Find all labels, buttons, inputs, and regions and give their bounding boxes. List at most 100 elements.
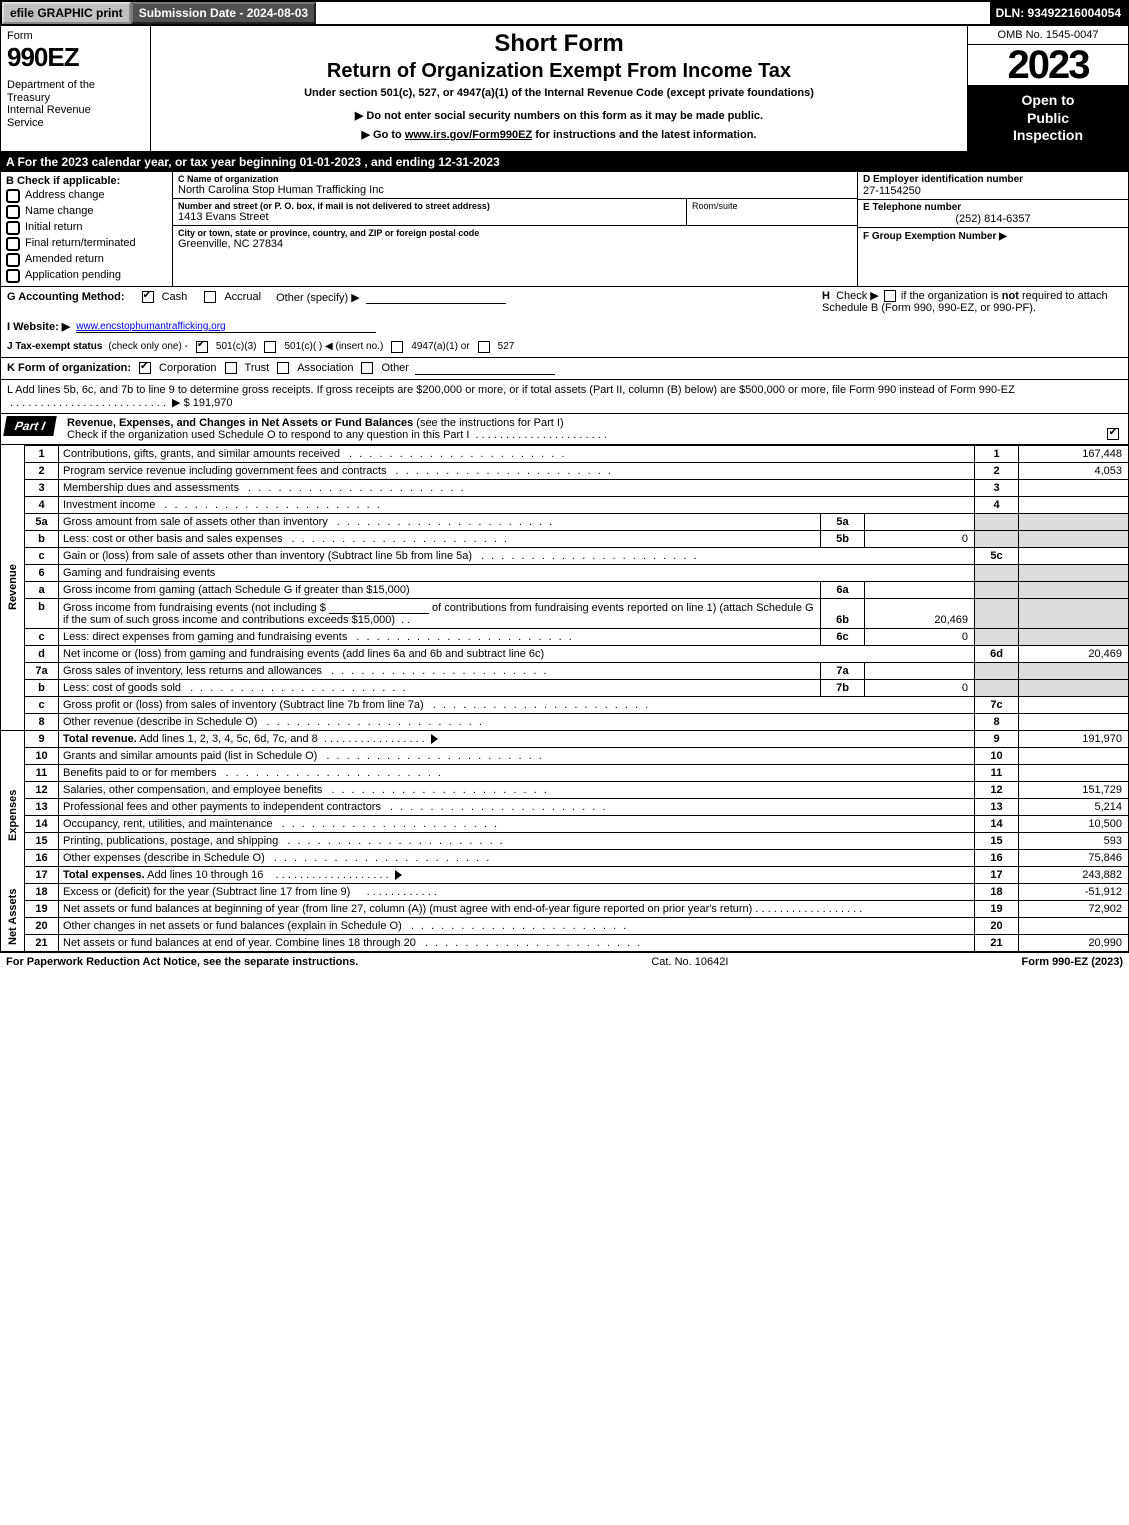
other-org-field[interactable] — [415, 362, 555, 375]
phone-label: E Telephone number — [863, 202, 1123, 213]
irs-instructions-link[interactable]: www.irs.gov/Form990EZ — [405, 129, 532, 141]
line-5a-desc: Gross amount from sale of assets other t… — [63, 516, 332, 528]
line-13-ref: 13 — [975, 798, 1019, 815]
line-6a-num: a — [25, 581, 59, 598]
line-7c-row: c Gross profit or (loss) from sales of i… — [1, 696, 1129, 713]
line-5b-midnum: 5b — [821, 530, 865, 547]
checkbox-cash[interactable] — [142, 291, 154, 303]
checkbox-final-return[interactable] — [6, 237, 20, 251]
line-8-num: 8 — [25, 713, 59, 730]
other-specify-field[interactable] — [366, 291, 506, 304]
section-l: L Add lines 5b, 6c, and 7b to line 9 to … — [1, 379, 1128, 413]
group-exemption-cell: F Group Exemption Number ▶ — [858, 228, 1128, 244]
line-5c-value — [1019, 547, 1129, 564]
line-14-desc: Occupancy, rent, utilities, and maintena… — [63, 818, 277, 830]
checkbox-h-not-required[interactable] — [884, 290, 896, 302]
checkbox-4947[interactable] — [391, 341, 403, 353]
efile-print-button[interactable]: efile GRAPHIC print — [2, 2, 131, 24]
line-11-desc: Benefits paid to or for members — [63, 767, 220, 779]
checkbox-501c[interactable] — [264, 341, 276, 353]
line-15-ref: 15 — [975, 832, 1019, 849]
line-19-ref: 19 — [975, 900, 1019, 917]
topbar-spacer — [316, 2, 989, 24]
checkbox-initial-return[interactable] — [6, 221, 20, 235]
form-number: 990EZ — [7, 42, 144, 73]
line-18-num: 18 — [25, 883, 59, 900]
website-link[interactable]: www.encstophumantrafficking.org — [76, 321, 225, 332]
line-8-ref: 8 — [975, 713, 1019, 730]
checkbox-application-pending[interactable] — [6, 269, 20, 283]
line-18-row: Net Assets 18 Excess or (deficit) for th… — [1, 883, 1129, 900]
checkbox-accrual[interactable] — [204, 291, 216, 303]
line-7b-row: b Less: cost of goods sold 7b 0 — [1, 679, 1129, 696]
line-5c-desc: Gain or (loss) from sale of assets other… — [63, 550, 476, 562]
phone-cell: E Telephone number (252) 814-6357 — [858, 200, 1128, 228]
line-5a-midval — [865, 513, 975, 530]
line-5a-row: 5a Gross amount from sale of assets othe… — [1, 513, 1129, 530]
checkbox-other-org[interactable] — [361, 362, 373, 374]
line-5a-ref-shade — [975, 513, 1019, 530]
line-7b-num: b — [25, 679, 59, 696]
page-footer: For Paperwork Reduction Act Notice, see … — [0, 952, 1129, 971]
line-5c-ref: 5c — [975, 547, 1019, 564]
line-9-ref: 9 — [975, 730, 1019, 747]
line-2-num: 2 — [25, 462, 59, 479]
line-6b-midnum: 6b — [821, 598, 865, 628]
checkbox-501c3[interactable] — [196, 341, 208, 353]
line-6b-midval: 20,469 — [865, 598, 975, 628]
section-a-bar: A For the 2023 calendar year, or tax yea… — [0, 152, 1129, 172]
line-7c-desc: Gross profit or (loss) from sales of inv… — [63, 699, 428, 711]
section-i: I Website: ▶ www.encstophumantrafficking… — [1, 316, 1128, 337]
line-6c-row: c Less: direct expenses from gaming and … — [1, 628, 1129, 645]
opt-501c3: 501(c)(3) — [216, 341, 257, 352]
footer-cat-no: Cat. No. 10642I — [358, 956, 1021, 968]
revenue-side-tab: Revenue — [1, 445, 25, 730]
line-5a-val-shade — [1019, 513, 1129, 530]
line-17-ref: 17 — [975, 866, 1019, 883]
part-1-tab: Part I — [3, 416, 57, 436]
section-j: J Tax-exempt status (check only one) - 5… — [1, 337, 1128, 357]
checkbox-name-change[interactable] — [6, 205, 20, 219]
line-21-value: 20,990 — [1019, 934, 1129, 951]
top-bar: efile GRAPHIC print Submission Date - 20… — [0, 0, 1129, 26]
footer-right: Form 990-EZ (2023) — [1022, 956, 1124, 968]
l-text: L Add lines 5b, 6c, and 7b to line 9 to … — [7, 384, 1015, 396]
line-14-row: 14 Occupancy, rent, utilities, and maint… — [1, 815, 1129, 832]
checkbox-corporation[interactable] — [139, 362, 151, 374]
line-12-ref: 12 — [975, 781, 1019, 798]
checkbox-trust[interactable] — [225, 362, 237, 374]
line-5a-midnum: 5a — [821, 513, 865, 530]
line-7b-midnum: 7b — [821, 679, 865, 696]
line-2-ref: 2 — [975, 462, 1019, 479]
g-label: G Accounting Method: — [7, 291, 125, 303]
submission-date-button[interactable]: Submission Date - 2024-08-03 — [131, 2, 316, 24]
checkbox-address-change[interactable] — [6, 189, 20, 203]
line-6a-midnum: 6a — [821, 581, 865, 598]
line-6b-num: b — [25, 598, 59, 628]
line-20-value — [1019, 917, 1129, 934]
checkbox-amended-return[interactable] — [6, 253, 20, 267]
line-16-desc: Other expenses (describe in Schedule O) — [63, 852, 269, 864]
street-value: 1413 Evans Street — [178, 211, 681, 223]
line-6b-blank[interactable] — [329, 601, 429, 614]
line-14-value: 10,500 — [1019, 815, 1129, 832]
line-18-value: -51,912 — [1019, 883, 1129, 900]
j-sub: (check only one) - — [108, 341, 187, 352]
line-6a-row: a Gross income from gaming (attach Sched… — [1, 581, 1129, 598]
line-6c-desc: Less: direct expenses from gaming and fu… — [63, 631, 351, 643]
line-11-row: 11 Benefits paid to or for members 11 — [1, 764, 1129, 781]
checkbox-part1-schedule-o[interactable] — [1107, 428, 1119, 440]
checkbox-527[interactable] — [478, 341, 490, 353]
line-4-row: 4 Investment income 4 — [1, 496, 1129, 513]
line-5c-row: c Gain or (loss) from sale of assets oth… — [1, 547, 1129, 564]
instr-post: for instructions and the latest informat… — [535, 129, 756, 141]
line-4-num: 4 — [25, 496, 59, 513]
line-10-row: Expenses 10 Grants and similar amounts p… — [1, 747, 1129, 764]
line-10-num: 10 — [25, 747, 59, 764]
line-1-value: 167,448 — [1019, 445, 1129, 462]
line-6b-desc-1: Gross income from fundraising events (no… — [63, 602, 326, 614]
line-6-row: 6 Gaming and fundraising events — [1, 564, 1129, 581]
checkbox-association[interactable] — [277, 362, 289, 374]
line-20-ref: 20 — [975, 917, 1019, 934]
org-name-label: C Name of organization — [178, 174, 852, 184]
